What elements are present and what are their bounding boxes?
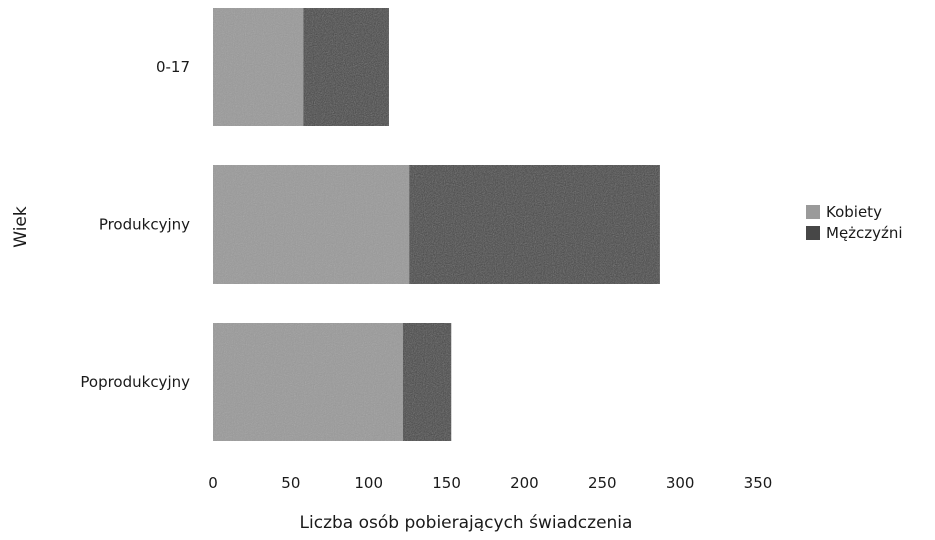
x-tick-labels: 0 50 100 150 200 250 300 350 (208, 474, 772, 492)
category-label: Produkcyjny (99, 216, 190, 234)
x-tick-label: 0 (208, 474, 218, 492)
category-labels: 0-17 Produkcyjny Poprodukcyjny (80, 58, 190, 391)
legend-label-kobiety: Kobiety (826, 203, 882, 221)
x-tick-label: 150 (432, 474, 461, 492)
y-axis-title: Wiek (11, 206, 31, 248)
legend-swatch-kobiety (806, 205, 820, 219)
bar-kobiety-1 (213, 165, 410, 284)
bar-mezczyzni-0 (303, 8, 389, 126)
x-axis-title: Liczba osób pobierających świadczenia (300, 513, 633, 533)
bars (213, 8, 660, 441)
x-tick-label: 300 (666, 474, 695, 492)
bar-mezczyzni-1 (409, 165, 660, 284)
x-tick-label: 250 (588, 474, 617, 492)
category-label: 0-17 (156, 58, 190, 76)
legend-label-mezczyzni: Mężczyźni (826, 224, 903, 242)
x-tick-label: 200 (510, 474, 539, 492)
legend-swatch-mezczyzni (806, 226, 820, 240)
x-tick-label: 50 (281, 474, 300, 492)
x-tick-label: 350 (744, 474, 773, 492)
legend: Kobiety Mężczyźni (806, 203, 903, 242)
category-label: Poprodukcyjny (80, 373, 190, 391)
bar-kobiety-2 (213, 323, 403, 441)
x-tick-label: 100 (354, 474, 383, 492)
bar-kobiety-0 (213, 8, 304, 126)
bar-mezczyzni-2 (402, 323, 452, 441)
